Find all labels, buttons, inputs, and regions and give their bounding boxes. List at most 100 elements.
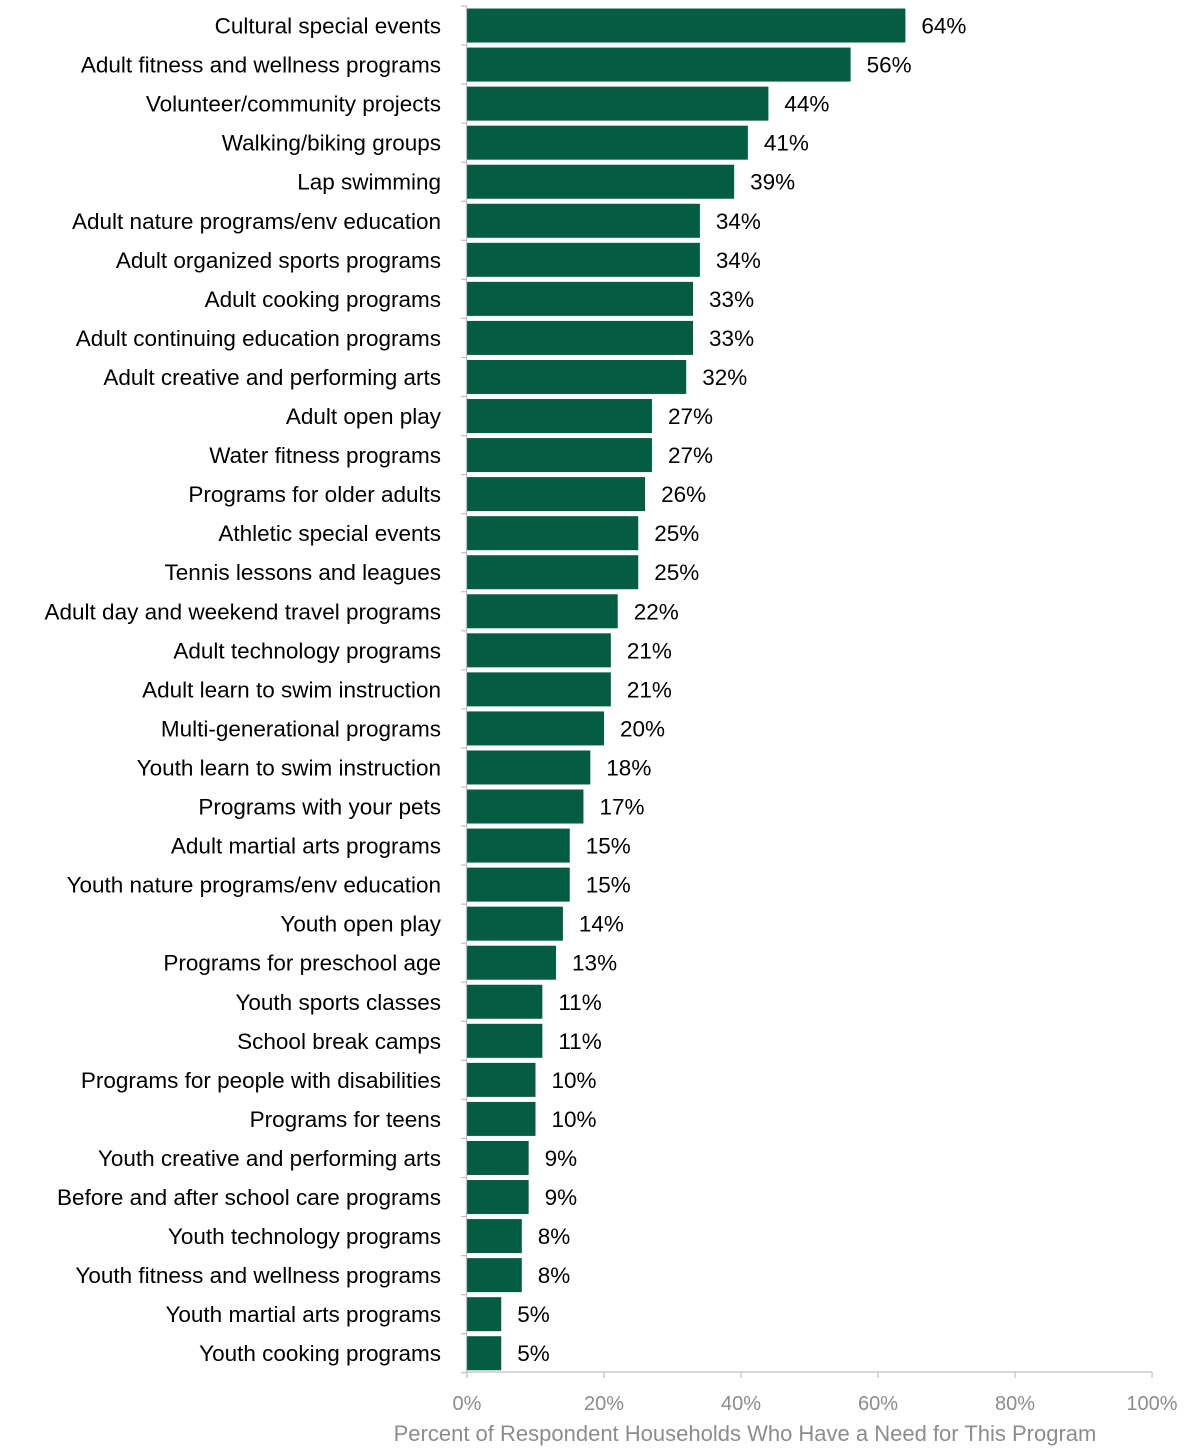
value-label: 21% xyxy=(627,638,672,663)
value-label: 34% xyxy=(716,209,761,234)
category-label: Youth cooking programs xyxy=(199,1341,441,1366)
category-label: Programs with your pets xyxy=(198,795,441,820)
category-labels-layer: Cultural special events Adult fitness and… xyxy=(45,14,442,1367)
value-label: 25% xyxy=(654,560,699,585)
bar xyxy=(467,438,652,473)
value-label: 10% xyxy=(552,1068,597,1093)
category-label: Tennis lessons and leagues xyxy=(165,560,441,585)
bar xyxy=(467,1180,529,1215)
value-label: 11% xyxy=(558,1029,601,1054)
category-label: Water fitness programs xyxy=(209,443,441,468)
value-label: 5% xyxy=(517,1341,550,1366)
value-label: 33% xyxy=(709,287,754,312)
category-label: Youth fitness and wellness programs xyxy=(75,1263,441,1288)
value-label: 10% xyxy=(552,1107,597,1132)
category-label: Programs for people with disabilities xyxy=(81,1068,441,1093)
category-label: Youth nature programs/env education xyxy=(67,873,441,898)
x-tick-label: 100% xyxy=(1126,1393,1177,1415)
value-label: 9% xyxy=(545,1185,578,1210)
bar xyxy=(467,750,591,785)
bar xyxy=(467,828,570,863)
category-label: Youth technology programs xyxy=(168,1224,441,1249)
bars-layer xyxy=(467,8,906,1371)
category-label: Youth martial arts programs xyxy=(165,1302,441,1327)
value-label: 27% xyxy=(668,404,713,429)
value-label: 27% xyxy=(668,443,713,468)
value-label: 15% xyxy=(586,834,631,859)
category-label: Adult martial arts programs xyxy=(171,834,441,859)
category-label: Youth sports classes xyxy=(235,990,441,1015)
value-label: 20% xyxy=(620,716,665,741)
value-label: 22% xyxy=(634,599,679,624)
category-label: Adult open play xyxy=(286,404,442,429)
category-label: Before and after school care programs xyxy=(57,1185,441,1210)
value-label: 56% xyxy=(867,53,912,78)
category-label: Athletic special events xyxy=(218,521,441,546)
value-label: 5% xyxy=(517,1302,550,1327)
value-label: 15% xyxy=(586,873,631,898)
category-label: Adult cooking programs xyxy=(205,287,441,312)
bar xyxy=(467,1258,522,1293)
bar xyxy=(467,477,646,512)
category-label: Adult technology programs xyxy=(173,638,441,663)
category-label: Adult creative and performing arts xyxy=(103,365,441,390)
bar xyxy=(467,1023,543,1058)
bar xyxy=(467,399,652,434)
value-label: 64% xyxy=(921,14,966,39)
category-label: Adult day and weekend travel programs xyxy=(45,599,441,624)
bar xyxy=(467,711,604,746)
bar xyxy=(467,125,748,160)
value-label: 17% xyxy=(599,795,644,820)
value-label: 39% xyxy=(750,170,795,195)
category-label: Youth open play xyxy=(280,912,441,937)
bar xyxy=(467,1336,502,1371)
bar xyxy=(467,945,557,980)
bar xyxy=(467,633,611,668)
x-tick-label: 0% xyxy=(453,1393,482,1415)
bar xyxy=(467,516,639,551)
x-axis-title: Percent of Respondent Households Who Hav… xyxy=(394,1421,1097,1446)
value-label: 26% xyxy=(661,482,706,507)
value-label: 25% xyxy=(654,521,699,546)
category-label: Adult learn to swim instruction xyxy=(142,677,441,702)
category-label: School break camps xyxy=(237,1029,441,1054)
bar xyxy=(467,1101,536,1136)
value-label: 41% xyxy=(764,131,809,156)
category-label: Multi-generational programs xyxy=(161,716,441,741)
bar xyxy=(467,1062,536,1097)
value-label: 33% xyxy=(709,326,754,351)
bar xyxy=(467,789,584,824)
category-label: Adult nature programs/env education xyxy=(72,209,441,234)
category-label: Programs for preschool age xyxy=(163,951,441,976)
bar xyxy=(467,672,611,707)
bar xyxy=(467,1219,522,1254)
value-label: 32% xyxy=(702,365,747,390)
category-label: Programs for older adults xyxy=(188,482,441,507)
bar xyxy=(467,47,851,82)
bar xyxy=(467,8,906,43)
category-label: Adult fitness and wellness programs xyxy=(81,53,441,78)
x-tick-label: 60% xyxy=(858,1393,898,1415)
bar xyxy=(467,203,700,238)
value-label: 34% xyxy=(716,248,761,273)
bar xyxy=(467,594,618,629)
bar xyxy=(467,86,769,121)
value-label: 21% xyxy=(627,677,672,702)
value-label: 44% xyxy=(784,92,829,117)
x-tick-label: 80% xyxy=(995,1393,1035,1415)
bar xyxy=(467,867,570,902)
value-label: 11% xyxy=(558,990,601,1015)
category-label: Volunteer/community projects xyxy=(146,92,441,117)
bar xyxy=(467,281,694,316)
value-labels-layer: 64% 56% 44% 41% 39% 34% 34% 33% 33% 32% 27% 27% 26% 2… xyxy=(517,14,966,1367)
value-label: 14% xyxy=(579,912,624,937)
value-label: 18% xyxy=(606,755,651,780)
category-label: Adult continuing education programs xyxy=(76,326,441,351)
bar xyxy=(467,984,543,1019)
category-label: Walking/biking groups xyxy=(222,131,441,156)
value-label: 8% xyxy=(538,1263,571,1288)
category-label: Cultural special events xyxy=(215,14,441,39)
bar xyxy=(467,1297,502,1332)
